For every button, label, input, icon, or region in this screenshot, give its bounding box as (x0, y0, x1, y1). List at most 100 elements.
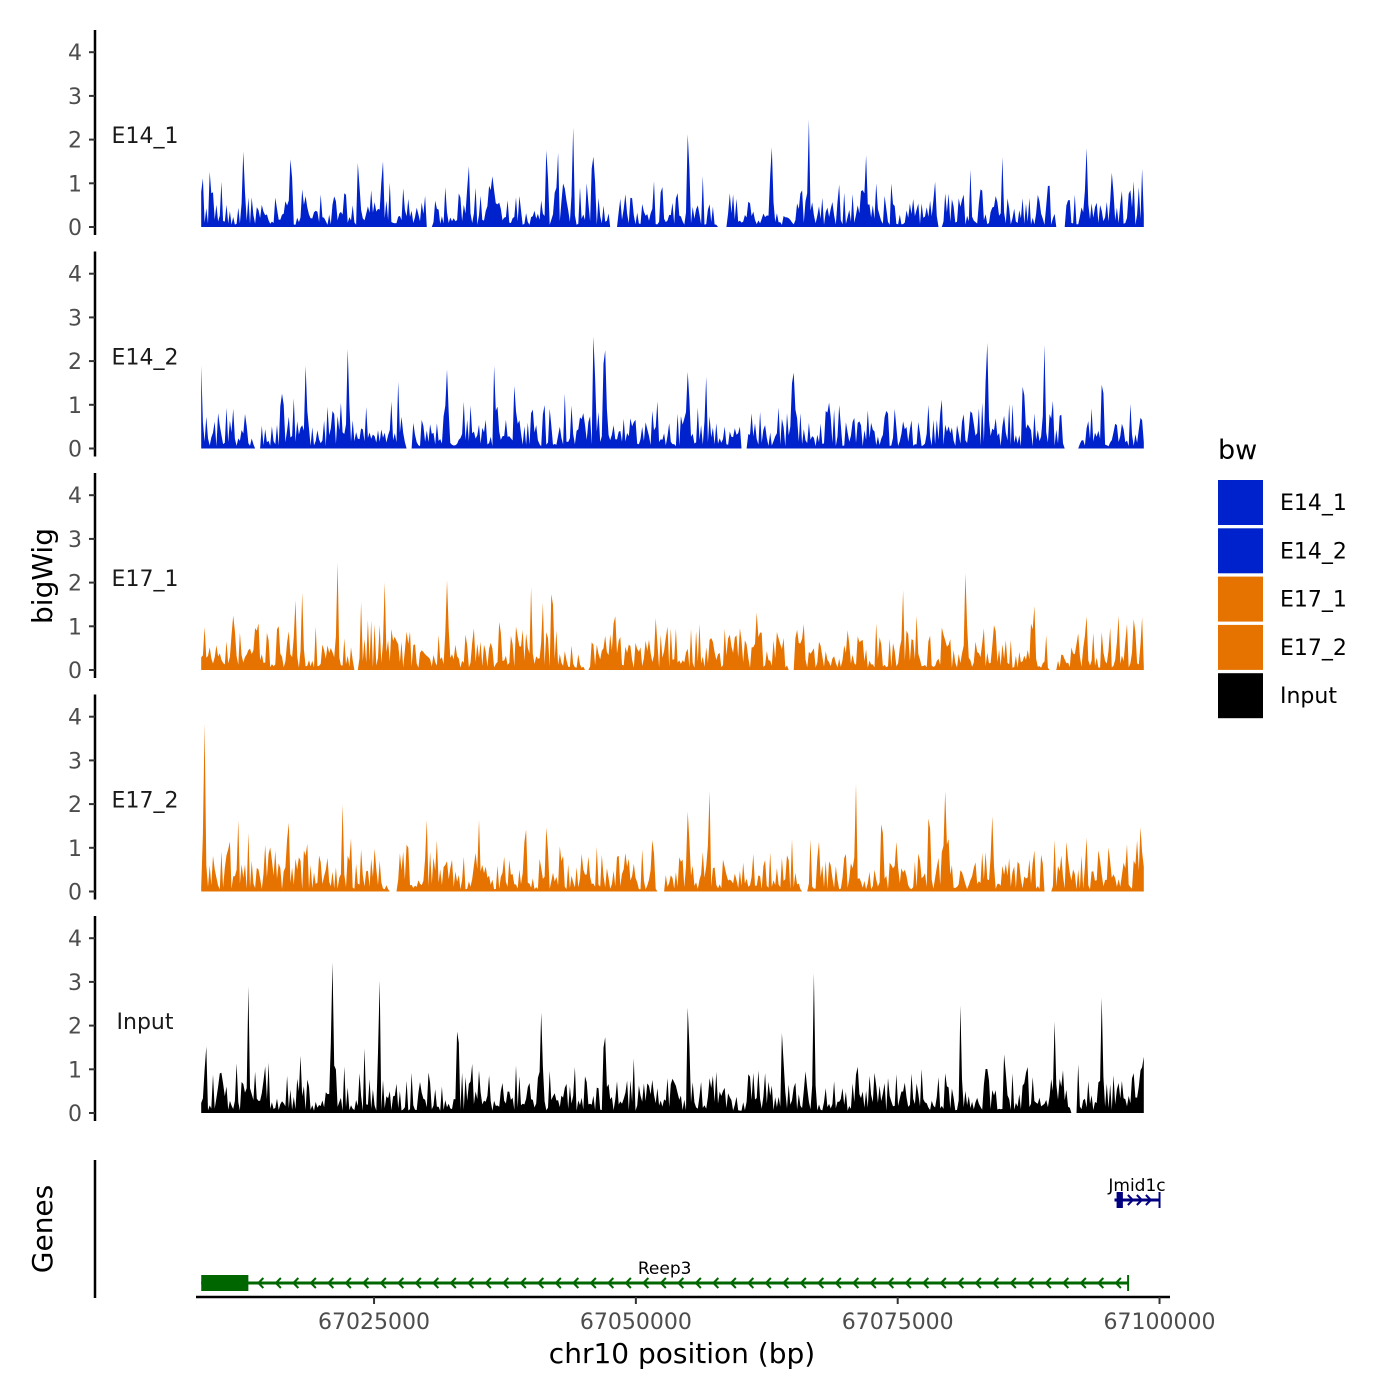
y-tick-label: 1 (68, 837, 82, 862)
strand-arrow (466, 1277, 475, 1289)
signal-area-E17_2 (201, 723, 1144, 892)
track-Input: 0 1 2 3 4 Input (68, 916, 1144, 1127)
track-label: E14_1 (112, 124, 179, 149)
strand-arrow (746, 1277, 755, 1289)
gene-Reep3: Reep3 (201, 1259, 1130, 1291)
gene-exon (1116, 1192, 1123, 1208)
strand-arrow (1145, 1194, 1153, 1206)
strand-arrow (956, 1277, 965, 1289)
y-axis-title: bigWig (26, 528, 59, 624)
strand-arrow (1127, 1194, 1135, 1206)
strand-arrow (939, 1277, 947, 1289)
legend-label: E14_1 (1280, 491, 1347, 516)
y-tick-label: 2 (68, 350, 82, 375)
y-tick-label: 0 (68, 438, 82, 463)
strand-arrow (274, 1277, 282, 1289)
y-tick-label: 1 (68, 394, 82, 419)
y-tick-label: 1 (68, 172, 82, 197)
y-tick-label: 4 (68, 706, 82, 731)
strand-arrow (291, 1277, 300, 1289)
gene-label: Jmid1c (1107, 1176, 1165, 1196)
track-label: E14_2 (112, 346, 179, 371)
y-tick-label: 2 (68, 572, 82, 597)
legend: bw E14_1 E14_2 E17_1 E17_2 Input (1218, 435, 1347, 719)
track-E14_2: 0 1 2 3 4 E14_2 (68, 251, 1144, 463)
strand-arrow (764, 1277, 772, 1289)
y-tick-label: 3 (68, 85, 82, 110)
strand-arrow (1096, 1277, 1105, 1289)
legend-label: E17_1 (1280, 588, 1347, 613)
x-tick-label: 67075000 (842, 1310, 954, 1335)
strand-arrow (344, 1277, 352, 1289)
strand-arrow (1026, 1277, 1035, 1289)
x-axis-title: chr10 position (bp) (549, 1337, 815, 1370)
strand-arrow (869, 1277, 877, 1289)
gene-exon (201, 1275, 249, 1291)
strand-arrow (641, 1277, 650, 1289)
strand-arrow (694, 1277, 702, 1289)
signal-area-Input (201, 962, 1144, 1113)
y-tick-label: 2 (68, 1015, 82, 1040)
track-E17_1: 0 1 2 3 4 E17_1 (68, 473, 1144, 684)
strand-arrow (991, 1277, 1000, 1289)
x-tick-label: 67050000 (580, 1310, 692, 1335)
y-tick-label: 3 (68, 528, 82, 553)
signal-tracks: 0 1 2 3 4 E14_1 0 1 2 3 4 E14_2 0 1 2 3 4 E17_1 0 1 2 3 4 E17_2… (68, 30, 1144, 1127)
strand-arrow (729, 1277, 737, 1289)
y-tick-label: 0 (68, 216, 82, 241)
strand-arrow (519, 1277, 527, 1289)
y-tick-label: 4 (68, 263, 82, 288)
x-tick-label: 67100000 (1104, 1310, 1216, 1335)
x-tick-label: 67025000 (318, 1310, 430, 1335)
legend-label: E14_2 (1280, 539, 1347, 564)
strand-arrow (571, 1277, 580, 1289)
track-label: E17_1 (112, 567, 179, 592)
strand-arrow (851, 1277, 860, 1289)
y-tick-label: 3 (68, 749, 82, 774)
strand-arrow (256, 1277, 265, 1289)
strand-arrow (501, 1277, 510, 1289)
strand-arrow (484, 1277, 492, 1289)
y-tick-label: 4 (68, 927, 82, 952)
strand-arrow (904, 1277, 912, 1289)
y-tick-label: 4 (68, 484, 82, 509)
strand-arrow (711, 1277, 720, 1289)
legend-title: bw (1218, 435, 1257, 466)
strand-arrow (1114, 1277, 1122, 1289)
strand-arrow (536, 1277, 545, 1289)
strand-arrow (799, 1277, 807, 1289)
strand-arrow (921, 1277, 930, 1289)
genes-track-title: Genes (26, 1185, 59, 1273)
y-tick-label: 1 (68, 615, 82, 640)
strand-arrow (606, 1277, 615, 1289)
legend-swatch (1218, 480, 1263, 525)
strand-arrow (361, 1277, 370, 1289)
strand-arrow (676, 1277, 685, 1289)
strand-arrow (1044, 1277, 1052, 1289)
strand-arrow (659, 1277, 667, 1289)
strand-arrow (1061, 1277, 1070, 1289)
genes-track: Reep3 Jmid1c (93, 1160, 1166, 1298)
strand-arrow (431, 1277, 440, 1289)
y-tick-label: 3 (68, 971, 82, 996)
strand-arrow (379, 1277, 387, 1289)
strand-arrow (781, 1277, 790, 1289)
strand-arrow (624, 1277, 632, 1289)
y-tick-label: 2 (68, 129, 82, 154)
gene-label: Reep3 (638, 1259, 692, 1279)
strand-arrow (309, 1277, 317, 1289)
x-axis: 67025000 67050000 67075000 67100000 (196, 1295, 1216, 1335)
signal-area-E14_2 (201, 336, 1144, 449)
strand-arrow (886, 1277, 895, 1289)
legend-label: Input (1280, 684, 1337, 709)
strand-arrow (1009, 1277, 1017, 1289)
strand-arrow (816, 1277, 825, 1289)
y-tick-label: 3 (68, 306, 82, 331)
strand-arrow (554, 1277, 562, 1289)
y-tick-label: 1 (68, 1058, 82, 1083)
gene-Jmid1c: Jmid1c (1107, 1176, 1166, 1208)
strand-arrow (1136, 1194, 1144, 1206)
y-tick-label: 4 (68, 41, 82, 66)
y-tick-label: 0 (68, 1102, 82, 1127)
